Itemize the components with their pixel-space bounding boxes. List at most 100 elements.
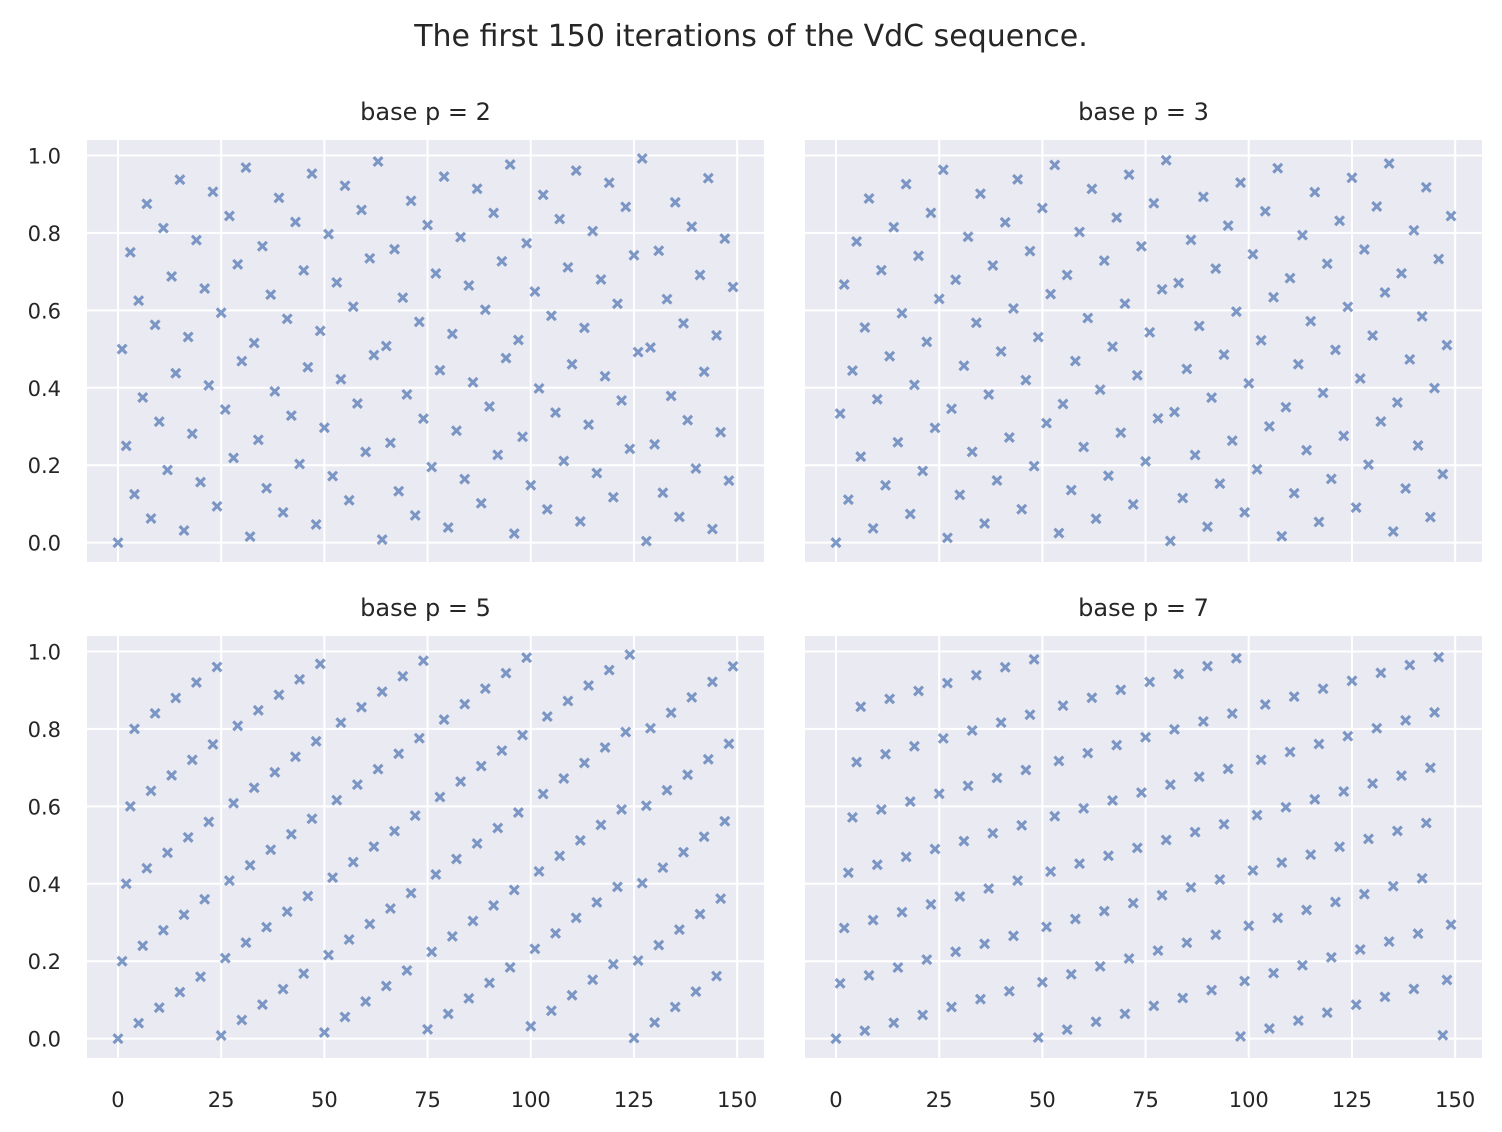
data-point <box>1123 169 1135 181</box>
data-point <box>265 844 277 856</box>
y-tick-label: 0.4 <box>28 873 61 897</box>
data-point <box>1189 449 1201 461</box>
data-point <box>335 373 347 385</box>
data-point <box>851 756 863 768</box>
data-point <box>1367 778 1379 790</box>
data-point <box>1214 478 1226 490</box>
data-point <box>248 782 260 794</box>
data-point <box>566 989 578 1001</box>
data-point <box>1074 858 1086 870</box>
data-point <box>380 340 392 352</box>
data-point <box>966 725 978 737</box>
data-point <box>190 676 202 688</box>
data-point <box>1065 968 1077 980</box>
data-point <box>215 1030 227 1042</box>
data-point <box>649 1017 661 1029</box>
data-point <box>1243 377 1255 389</box>
data-point <box>1412 439 1424 451</box>
data-point <box>888 221 900 233</box>
data-point <box>661 784 673 796</box>
data-point <box>417 413 429 425</box>
data-point <box>1280 401 1292 413</box>
data-point <box>335 717 347 729</box>
y-tick-label: 0.2 <box>28 454 61 478</box>
data-point <box>1115 684 1127 696</box>
data-point <box>161 847 173 859</box>
data-point <box>921 954 933 966</box>
data-point <box>149 319 161 331</box>
panel-title: base p = 7 <box>1078 594 1209 622</box>
data-point <box>372 156 384 168</box>
panel-base-3: base p = 3 <box>805 98 1482 562</box>
data-point <box>570 912 582 924</box>
data-point <box>574 515 586 527</box>
data-point <box>599 370 611 382</box>
panel-base-2: base p = 2 0.0 0.2 0.4 0.6 0.8 1.0 <box>28 98 764 562</box>
data-point <box>450 425 462 437</box>
data-point <box>665 390 677 402</box>
data-point <box>397 670 409 682</box>
data-point <box>455 231 467 243</box>
data-point <box>157 924 169 936</box>
data-point <box>537 189 549 201</box>
data-point <box>1433 253 1445 265</box>
data-point <box>1383 936 1395 948</box>
data-point <box>318 1026 330 1038</box>
data-point <box>649 438 661 450</box>
data-point <box>1040 921 1052 933</box>
data-point <box>999 216 1011 228</box>
data-point <box>1272 162 1284 174</box>
data-point <box>842 867 854 879</box>
y-tick-label: 0.6 <box>28 795 61 819</box>
data-point <box>979 938 991 950</box>
data-point <box>1020 374 1032 386</box>
data-point <box>1305 849 1317 861</box>
data-point <box>133 1017 145 1029</box>
data-point <box>124 246 136 258</box>
data-point <box>1416 310 1428 322</box>
data-point <box>1371 722 1383 734</box>
data-point <box>500 667 512 679</box>
data-point <box>405 195 417 207</box>
data-point <box>706 523 718 535</box>
data-point <box>459 698 471 710</box>
data-point <box>500 352 512 364</box>
data-point <box>137 391 149 403</box>
data-point <box>995 717 1007 729</box>
data-point <box>863 969 875 981</box>
data-point <box>347 856 359 868</box>
data-point <box>1400 482 1412 494</box>
data-point <box>632 346 644 358</box>
data-point <box>1061 269 1073 281</box>
data-point <box>471 183 483 195</box>
data-point <box>116 955 128 967</box>
data-point <box>153 416 165 428</box>
data-point <box>170 367 182 379</box>
data-point <box>1164 535 1176 547</box>
data-point <box>863 192 875 204</box>
data-point <box>356 204 368 216</box>
data-point <box>244 859 256 871</box>
data-point <box>1102 850 1114 862</box>
scatter-points <box>112 153 739 549</box>
data-point <box>199 283 211 295</box>
data-point <box>958 360 970 372</box>
data-point <box>236 1014 248 1026</box>
plot-area <box>87 636 764 1058</box>
data-point <box>1276 530 1288 542</box>
data-point <box>1259 699 1271 711</box>
data-point <box>1057 700 1069 712</box>
data-point <box>302 890 314 902</box>
data-point <box>228 797 240 809</box>
data-point <box>946 403 958 415</box>
data-point <box>124 800 136 812</box>
data-point <box>554 850 566 862</box>
data-point <box>1445 210 1457 222</box>
data-point <box>508 528 520 540</box>
data-point <box>694 269 706 281</box>
data-point <box>875 804 887 816</box>
data-point <box>962 780 974 792</box>
data-point <box>186 428 198 440</box>
data-point <box>318 422 330 434</box>
data-point <box>562 261 574 273</box>
